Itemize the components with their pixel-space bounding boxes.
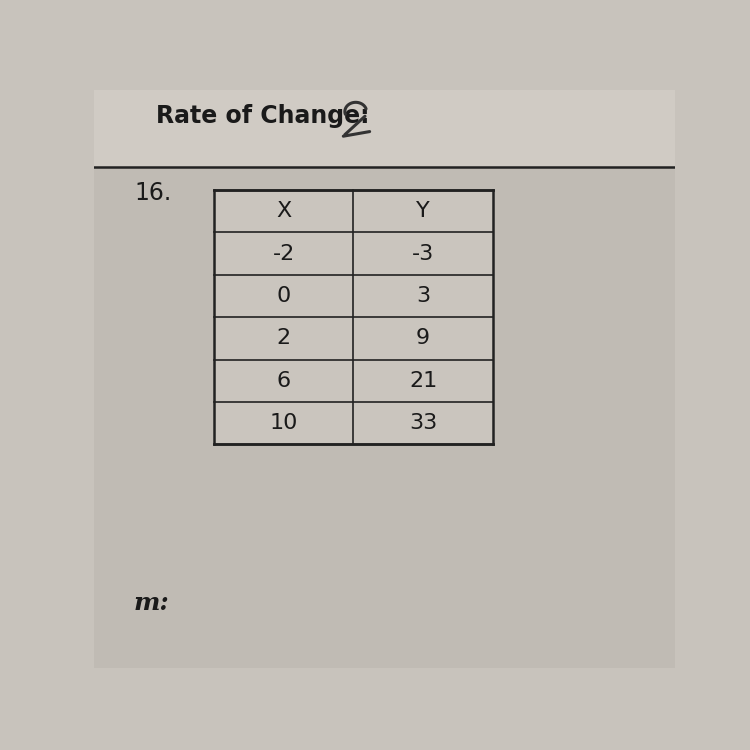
Text: m:: m: [134,590,170,614]
Text: 3: 3 [416,286,430,306]
Text: 10: 10 [269,413,298,433]
Text: -2: -2 [272,244,295,264]
Text: 16.: 16. [134,181,171,205]
Text: 0: 0 [277,286,291,306]
Text: -3: -3 [412,244,434,264]
Text: Rate of Change:: Rate of Change: [156,104,369,128]
Text: Y: Y [416,201,430,221]
FancyBboxPatch shape [214,190,493,444]
Text: X: X [276,201,291,221]
FancyBboxPatch shape [94,90,675,167]
Text: 9: 9 [416,328,430,348]
Text: 21: 21 [409,370,437,391]
Text: 2: 2 [277,328,291,348]
Text: 6: 6 [277,370,291,391]
FancyBboxPatch shape [94,167,675,668]
Text: 33: 33 [409,413,437,433]
